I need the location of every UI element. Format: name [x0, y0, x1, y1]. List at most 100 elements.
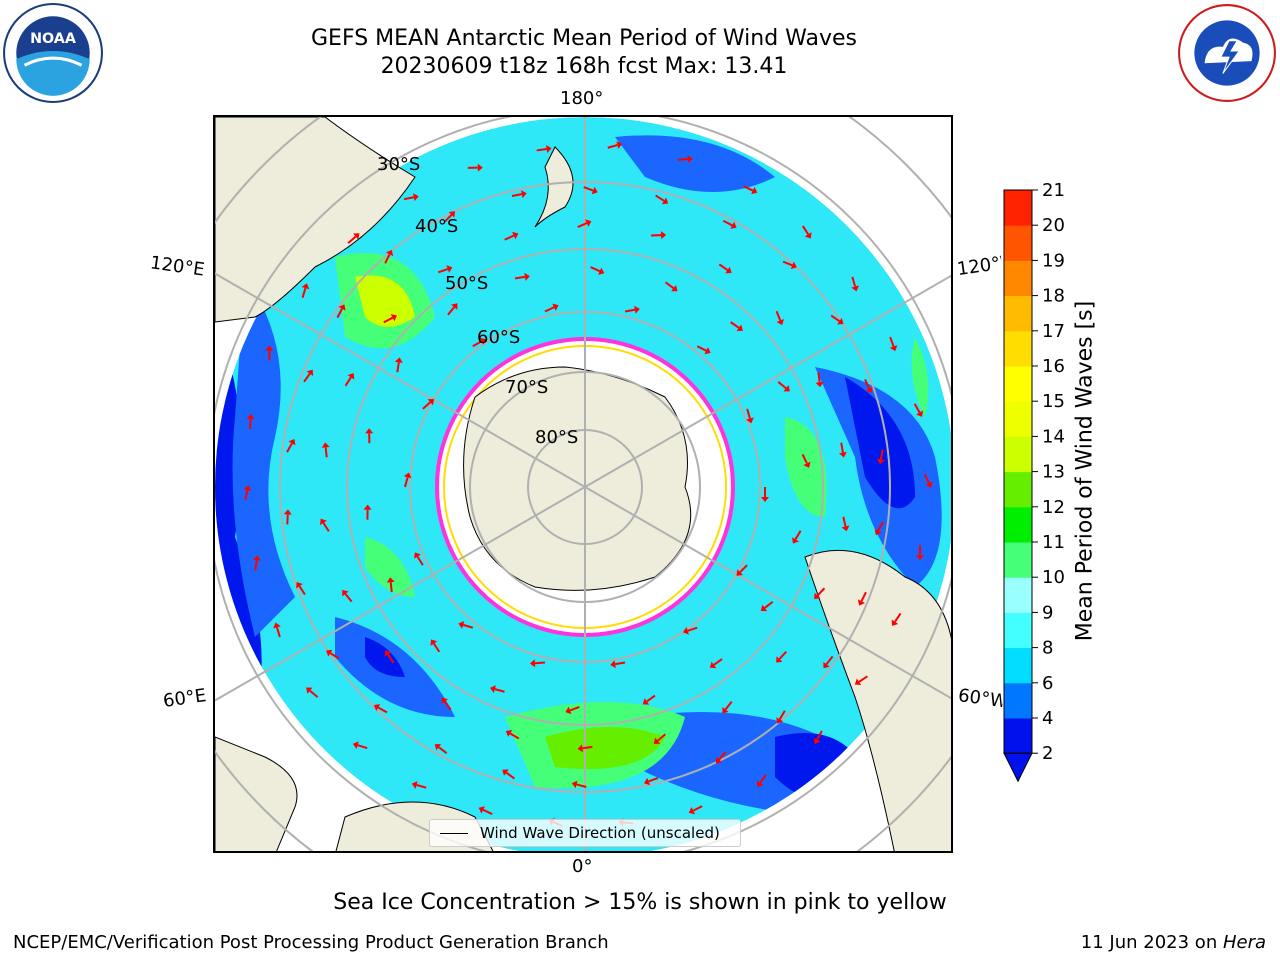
- colorbar-bin: [1004, 612, 1032, 649]
- colorbar-bin: [1004, 506, 1032, 543]
- wind-arrow: [891, 612, 902, 626]
- wind-arrow: [841, 516, 850, 532]
- wind-arrow: [854, 675, 868, 686]
- land-australia: [215, 117, 416, 323]
- credit-text: NCEP/EMC/Verification Post Processing Pr…: [13, 932, 609, 953]
- wind-arrow: [403, 472, 412, 488]
- wind-arrow: [414, 552, 424, 566]
- wind-arrow: [874, 521, 884, 536]
- wind-arrow: [736, 564, 748, 576]
- colorbar-tick-label: 10: [1042, 567, 1065, 588]
- legend-label: Wind Wave Direction (unscaled): [480, 824, 720, 842]
- wind-arrow: [273, 622, 281, 638]
- wind-arrow: [838, 442, 847, 458]
- colorbar-tick-label: 14: [1042, 426, 1065, 447]
- colorbar-bin: [1004, 366, 1032, 402]
- colorbar-tick-label: 4: [1042, 708, 1053, 729]
- wind-arrow: [761, 487, 769, 502]
- wind-arrow: [730, 321, 743, 332]
- wind-arrow: [441, 697, 452, 711]
- lat-label-70s: 70°S: [505, 377, 548, 398]
- colorbar-bin: [1004, 295, 1032, 332]
- wind-arrow: [243, 485, 252, 501]
- wind-arrow: [857, 591, 867, 606]
- colorbar-bin: [1004, 330, 1032, 367]
- wind-arrow: [430, 639, 441, 653]
- wind-arrow: [514, 272, 530, 281]
- wind-arrow: [565, 705, 580, 715]
- wind-arrow: [347, 233, 360, 244]
- wind-arrow: [246, 413, 255, 429]
- nws-logo: [1178, 4, 1276, 102]
- wind-arrow: [864, 379, 873, 394]
- land-new-zealand: [534, 146, 574, 228]
- colorbar-tick-label: 13: [1042, 462, 1065, 483]
- noaa-logo: NOAA: [3, 3, 103, 103]
- wind-arrow: [655, 194, 669, 205]
- wind-arrow: [760, 601, 774, 612]
- colorbar-tick-label: 18: [1042, 286, 1065, 307]
- wind-arrow: [384, 249, 394, 264]
- wind-arrow: [776, 710, 786, 724]
- wind-arrow: [326, 649, 340, 660]
- wind-arrow: [577, 219, 592, 229]
- wind-arrow: [505, 730, 520, 740]
- wind-arrow: [478, 806, 493, 815]
- colorbar-tick-label: 9: [1042, 602, 1053, 623]
- wind-arrow: [815, 372, 824, 388]
- polar-map: 30°S 40°S 50°S 60°S 70°S 80°S: [215, 117, 951, 851]
- host-text: Hera: [1222, 932, 1266, 953]
- wind-arrow: [889, 336, 898, 352]
- wind-arrow: [664, 281, 678, 292]
- wind-arrow: [718, 263, 732, 274]
- wind-arrow: [265, 345, 274, 361]
- wind-arrow: [544, 303, 559, 313]
- wind-arrow: [344, 373, 355, 387]
- wind-arrow: [642, 694, 656, 705]
- colorbar: 2 4 6 8 9 10 11 12 13 14 15 16 17 18 19 20 21: [1003, 180, 1065, 783]
- wind-arrow: [777, 381, 790, 392]
- wind-arrow: [722, 219, 737, 229]
- wind-arrow: [823, 655, 834, 669]
- wind-arrow: [403, 193, 419, 202]
- wind-arrow: [437, 265, 453, 274]
- wind-arrow: [775, 310, 784, 326]
- colorbar-bin: [1004, 647, 1032, 684]
- wind-arrow: [624, 305, 640, 314]
- sea-ice-note: Sea Ice Concentration > 15% is shown in …: [333, 890, 947, 915]
- wind-arrow: [782, 260, 797, 270]
- lat-label-60s: 60°S: [477, 327, 520, 348]
- lat-label-80s: 80°S: [535, 427, 578, 448]
- lat-label-50s: 50°S: [445, 273, 488, 294]
- lon-label-120e: 120°E: [148, 252, 206, 281]
- chart-title-line1: GEFS MEAN Antarctic Mean Period of Wind …: [311, 26, 857, 51]
- wind-arrow: [386, 577, 395, 593]
- wind-arrow: [383, 314, 397, 324]
- wind-arrow: [502, 769, 516, 780]
- colorbar-tick-label: 6: [1042, 673, 1053, 694]
- colorbar-bin: [1004, 260, 1032, 297]
- wind-arrow: [651, 231, 667, 240]
- wind-arrow: [607, 141, 623, 149]
- wind-arrow: [352, 741, 368, 750]
- colorbar-tick-label: 19: [1042, 250, 1065, 271]
- wind-arrow: [792, 530, 802, 544]
- date-stamp: 11 Jun 2023 on Hera: [1081, 932, 1266, 953]
- wind-arrow: [252, 555, 261, 571]
- colorbar-extend-triangle: [1003, 752, 1033, 783]
- wind-arrow: [472, 337, 486, 348]
- wind-wave-arrows: [243, 141, 933, 828]
- wind-arrow: [301, 283, 310, 298]
- map-panel: 30°S 40°S 50°S 60°S 70°S 80°S Wind Wave …: [213, 115, 953, 853]
- wind-arrow: [373, 704, 388, 714]
- legend-line-icon: [440, 833, 468, 834]
- wind-arrow: [321, 442, 330, 458]
- wind-arrow: [443, 211, 456, 223]
- wind-arrow: [743, 185, 758, 195]
- wind-arrow: [756, 774, 767, 787]
- wind-arrow: [830, 314, 844, 325]
- wind-arrow: [490, 685, 505, 694]
- wind-arrow: [583, 186, 598, 195]
- colorbar-tick-label: 20: [1042, 215, 1065, 236]
- wind-arrow: [536, 145, 552, 153]
